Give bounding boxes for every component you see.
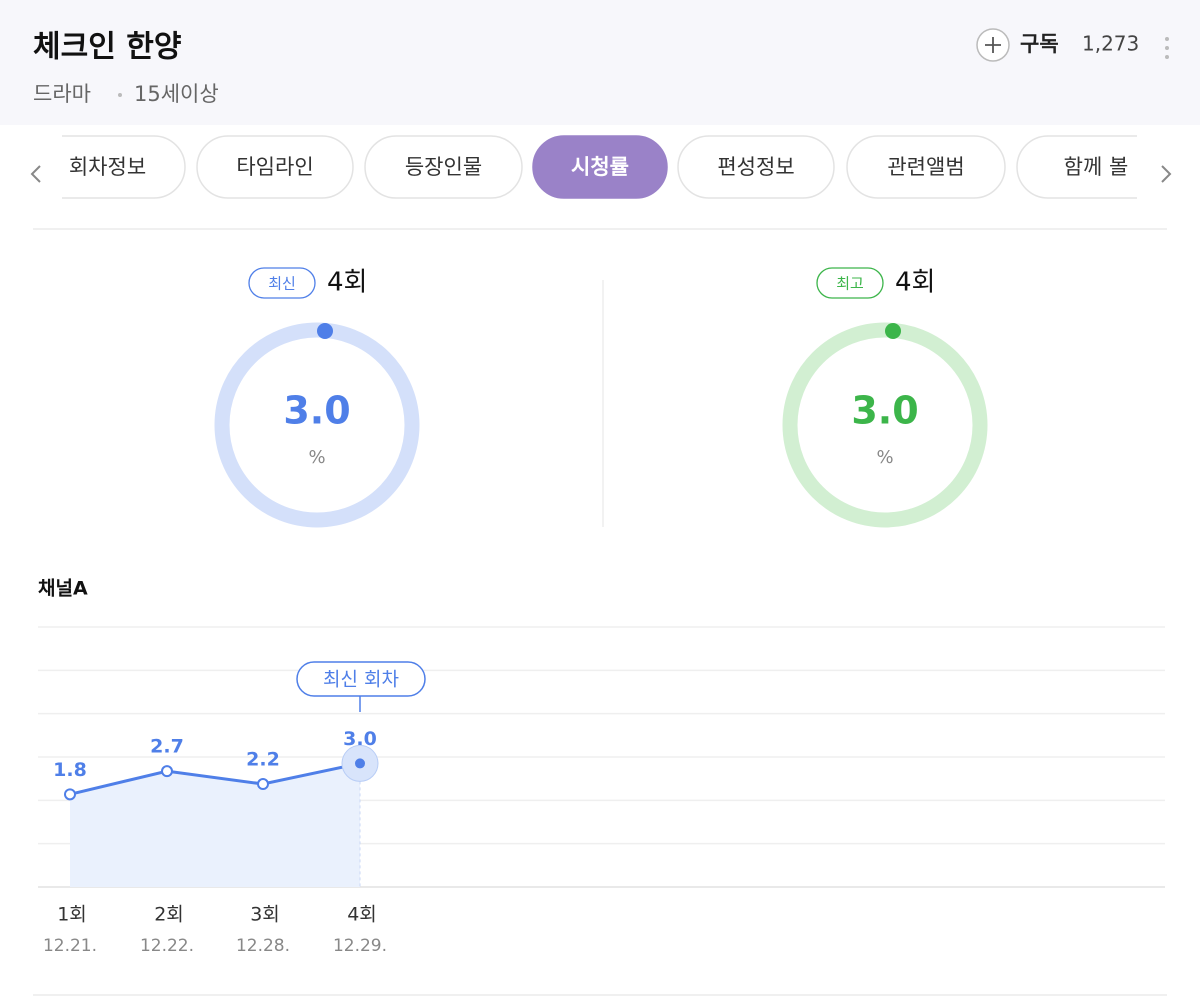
ring (782, 322, 988, 528)
ring (214, 322, 420, 528)
tab[interactable]: 등장인물 (364, 135, 523, 199)
badge-label: 최신 (268, 275, 296, 293)
tab-pill (364, 135, 523, 199)
subscriber-count: 1,273 (1082, 32, 1139, 56)
annotation-box (296, 661, 426, 697)
tab-label: 시청률 (571, 155, 629, 179)
x-date-label: 12.22. (140, 936, 194, 956)
subscribe-label: 구독 (1020, 32, 1059, 56)
title: 체크인 한양 (33, 30, 181, 65)
point (161, 765, 173, 778)
tab-pill (532, 135, 668, 199)
tab-label: 편성정보 (717, 155, 794, 179)
tab-label: 타임라인 (236, 155, 313, 179)
tab[interactable]: 편성정보 (677, 135, 835, 199)
episode: 4회 (327, 268, 367, 298)
age-rating: 15세이상 (134, 82, 219, 106)
tab-pill (1016, 135, 1137, 199)
chart-title: 채널A (38, 578, 88, 600)
badge (816, 267, 884, 299)
x-date-label: 12.21. (43, 936, 97, 956)
x-date-label: 12.28. (236, 936, 290, 956)
tab-label: 함께 볼 (1064, 155, 1129, 179)
subscribe-button[interactable]: 구독 1,273 (976, 28, 1139, 62)
ring-dot (885, 323, 901, 339)
value-label: 3.0 (343, 728, 377, 750)
plus-sign (985, 37, 1001, 53)
value-label: 2.7 (150, 736, 184, 758)
more-menu[interactable] (1165, 37, 1169, 59)
header-bg (0, 0, 1200, 125)
value-label: 2.2 (246, 749, 280, 771)
tab-pill (677, 135, 835, 199)
ring-dot (317, 323, 333, 339)
point (355, 758, 365, 769)
genre: 드라마 (33, 82, 91, 106)
x-tick-label: 1회 (57, 904, 87, 926)
episode: 4회 (895, 268, 935, 298)
rating-unit: % (308, 447, 325, 468)
badge-label: 최고 (836, 275, 864, 293)
point (257, 778, 269, 791)
tab-label: 등장인물 (405, 155, 482, 179)
tab[interactable]: 관련앨범 (846, 135, 1006, 199)
tab[interactable]: 회차정보 (30, 135, 186, 199)
x-date-label: 12.29. (333, 936, 387, 956)
point (64, 788, 76, 801)
tab-pill (846, 135, 1006, 199)
x-tick-label: 2회 (154, 904, 184, 926)
tab-label: 회차정보 (69, 155, 146, 179)
tab-prev[interactable] (30, 165, 41, 183)
annotation: 최신 회차 (323, 669, 399, 691)
tab-bar: 회차정보 타임라인 등장인물 시청률 편성정보 관련앨범 함께 볼 (30, 135, 1175, 199)
rating-unit: % (876, 447, 893, 468)
tab[interactable]: 타임라인 (196, 135, 354, 199)
tab-pill (196, 135, 354, 199)
value-label: 1.8 (53, 759, 87, 781)
rating-value: 3.0 (283, 389, 350, 433)
x-tick-label: 4회 (347, 904, 377, 926)
badge (248, 267, 316, 299)
tab-pill (62, 135, 186, 199)
line (69, 761, 361, 796)
area (70, 763, 360, 887)
rating-value: 3.0 (851, 389, 918, 433)
tab[interactable]: 시청률 (532, 135, 668, 199)
x-tick-label: 3회 (250, 904, 280, 926)
tab-next[interactable] (1161, 165, 1172, 183)
separator-dot (118, 93, 122, 97)
tab-label: 관련앨범 (887, 155, 964, 179)
tab[interactable]: 함께 볼 (1016, 135, 1175, 199)
